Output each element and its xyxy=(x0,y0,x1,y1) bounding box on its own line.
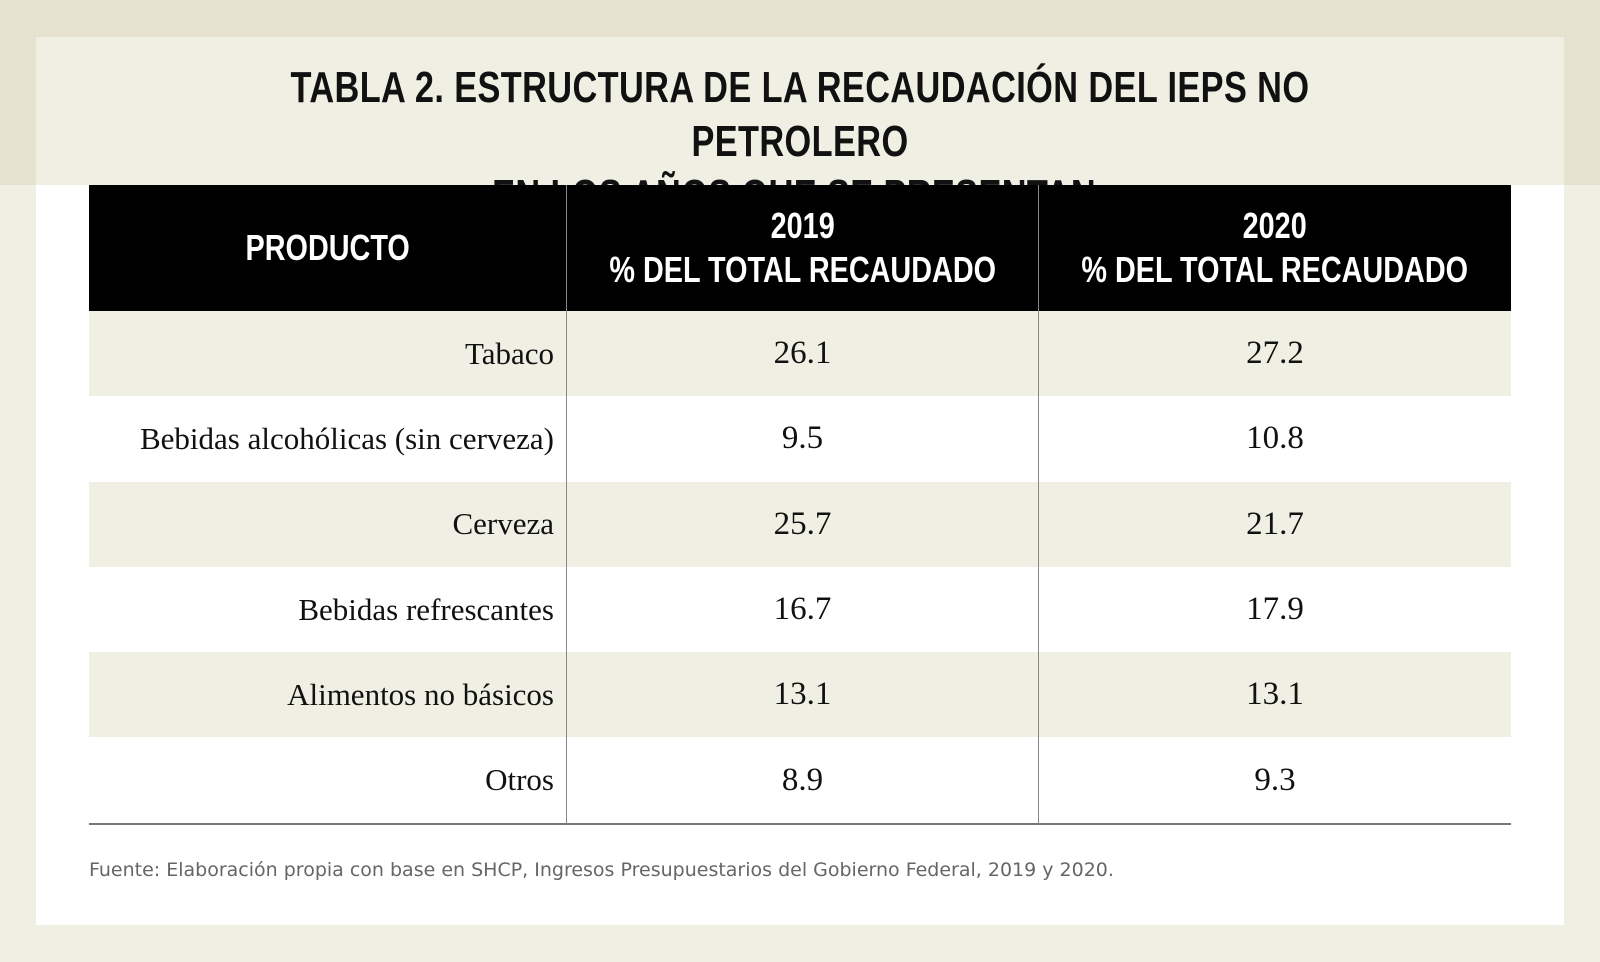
value-cell: 27.2 xyxy=(1038,311,1511,397)
table-row: Bebidas alcohólicas (sin cerveza) 9.5 10.8 xyxy=(89,396,1511,482)
product-cell: Bebidas alcohólicas (sin cerveza) xyxy=(139,420,554,456)
header-text: PRODUCTO xyxy=(245,227,410,268)
value-cell: 25.7 xyxy=(566,481,1038,567)
table: PRODUCTO 2019% DEL TOTAL RECAUDADO 2020%… xyxy=(89,185,1511,825)
header-label: % DEL TOTAL RECAUDADO xyxy=(609,249,996,290)
value-cell: 9.5 xyxy=(566,396,1038,482)
header-year: 2019 xyxy=(770,205,835,246)
value-cell: 26.1 xyxy=(566,311,1038,397)
product-cell: Tabaco xyxy=(464,335,554,371)
source-note: Fuente: Elaboración propia con base en S… xyxy=(89,859,1114,881)
table-row: Otros 8.9 9.3 xyxy=(89,737,1511,823)
value-cell: 8.9 xyxy=(566,737,1038,823)
table-row: Alimentos no básicos 13.1 13.1 xyxy=(89,652,1511,738)
table-body: Tabaco 26.1 27.2 Bebidas alcohólicas (sin c… xyxy=(89,311,1511,825)
product-cell: Cerveza xyxy=(452,506,554,542)
value-cell: 9.3 xyxy=(1038,737,1511,823)
table-row: Bebidas refrescantes 16.7 17.9 xyxy=(89,566,1511,653)
table-row: Cerveza 25.7 21.7 xyxy=(89,481,1511,567)
header-text: 2019% DEL TOTAL RECAUDADO xyxy=(609,204,996,292)
table-row: Tabaco 26.1 27.2 xyxy=(89,311,1511,397)
value-cell: 21.7 xyxy=(1038,481,1511,567)
table-header: PRODUCTO 2019% DEL TOTAL RECAUDADO 2020%… xyxy=(89,185,1511,311)
header-text: 2020% DEL TOTAL RECAUDADO xyxy=(1082,204,1469,292)
value-cell: 10.8 xyxy=(1038,396,1511,482)
header-label: % DEL TOTAL RECAUDADO xyxy=(1081,249,1469,290)
header-year: 2020 xyxy=(1242,205,1308,246)
header-cell: 2020% DEL TOTAL RECAUDADO xyxy=(1038,185,1511,311)
product-cell: Otros xyxy=(485,762,554,798)
header-cell: 2019% DEL TOTAL RECAUDADO xyxy=(566,185,1038,311)
panel: TABLA 2. ESTRUCTURA DE LA RECAUDACIÓN DE… xyxy=(36,37,1564,925)
header-cell: PRODUCTO xyxy=(89,185,566,311)
value-cell: 16.7 xyxy=(566,566,1038,653)
value-cell: 17.9 xyxy=(1038,566,1511,653)
title-area xyxy=(36,37,1564,185)
value-cell: 13.1 xyxy=(1038,652,1511,738)
value-cell: 13.1 xyxy=(566,652,1038,738)
product-cell: Alimentos no básicos xyxy=(287,676,554,712)
product-cell: Bebidas refrescantes xyxy=(298,591,554,627)
title-line: TABLA 2. ESTRUCTURA DE LA RECAUDACIÓN DE… xyxy=(290,63,1310,166)
